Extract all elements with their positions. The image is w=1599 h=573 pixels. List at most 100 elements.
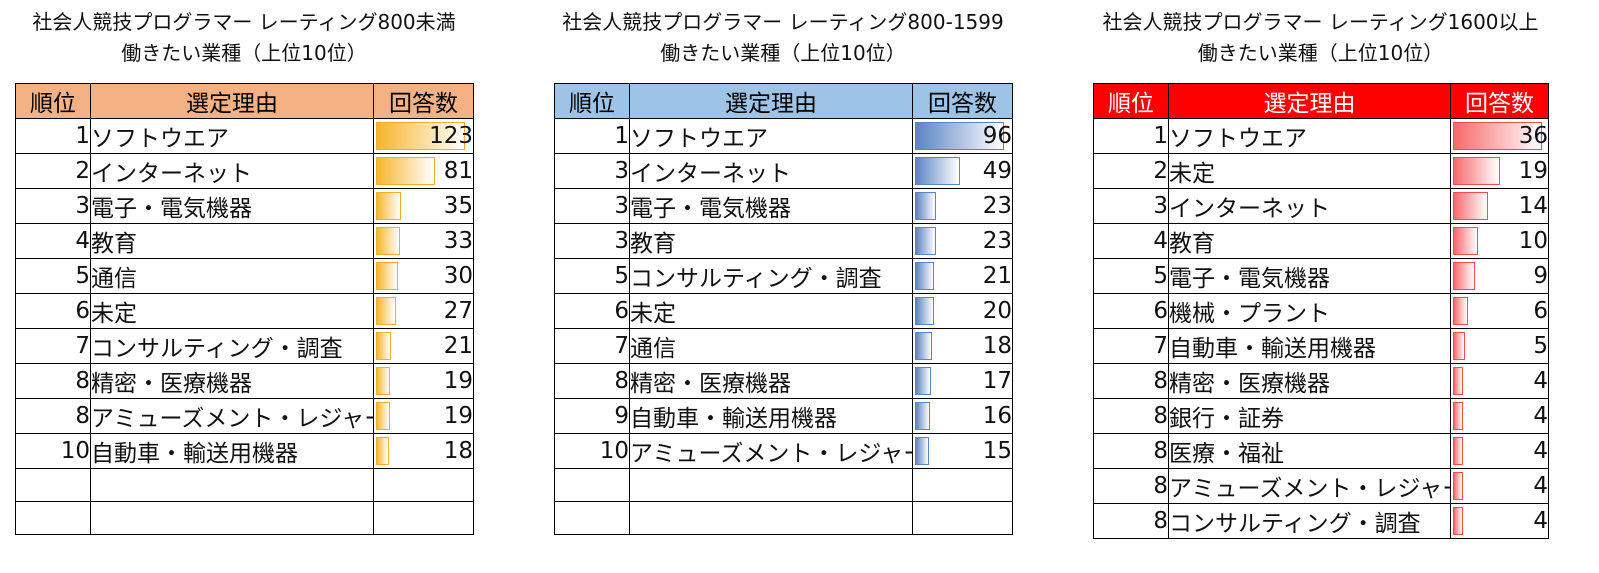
panel-title: 社会人競技プログラマー レーティング800-1599 働きたい業種（上位10位）: [554, 7, 1012, 69]
data-bar: [376, 227, 400, 255]
industry-label: 未定: [629, 293, 913, 329]
data-bar: [376, 192, 401, 220]
count-value: 123: [429, 123, 473, 149]
table-row: 10 アミューズメント・レジャー 15: [554, 433, 1013, 469]
header-reason: 選定理由: [629, 83, 913, 119]
rank-cell: 8: [1093, 398, 1169, 434]
industry-label: 通信: [629, 328, 913, 364]
count-value: 49: [982, 158, 1012, 184]
rank-cell: 4: [15, 223, 91, 259]
count-cell: 4: [1450, 363, 1549, 399]
count-value: 4: [1533, 473, 1548, 499]
header-reason: 選定理由: [90, 83, 374, 119]
count-value: 10: [1518, 228, 1548, 254]
data-bar: [1453, 297, 1468, 325]
table-row: 8 精密・医療機器 19: [15, 363, 474, 399]
count-cell: 4: [1450, 503, 1549, 539]
panel-title: 社会人競技プログラマー レーティング800未満 働きたい業種（上位10位）: [15, 7, 473, 69]
count-value: 18: [982, 333, 1012, 359]
rank-cell: 7: [554, 328, 630, 364]
count-cell: 20: [912, 293, 1013, 329]
count-value: 96: [982, 123, 1012, 149]
table-row: 8 アミューズメント・レジャー 4: [1093, 468, 1549, 504]
panel-title-line2: 働きたい業種（上位10位）: [1197, 41, 1444, 65]
table-row: 4 教育 33: [15, 223, 474, 259]
count-value: 81: [443, 158, 473, 184]
count-cell: [373, 501, 474, 535]
table-row: 3 インターネット 14: [1093, 188, 1549, 224]
industry-label: コンサルティング・調査: [1168, 503, 1451, 539]
count-cell: 81: [373, 153, 474, 189]
count-cell: 17: [912, 363, 1013, 399]
data-bar: [915, 297, 934, 325]
count-value: 4: [1533, 438, 1548, 464]
rank-cell: 10: [15, 433, 91, 469]
count-cell: [912, 501, 1013, 535]
rank-cell: 7: [1093, 328, 1169, 364]
table-row: 5 コンサルティング・調査 21: [554, 258, 1013, 294]
rank-cell: [15, 468, 91, 502]
data-bar: [1453, 332, 1465, 360]
count-value: 27: [443, 298, 473, 324]
count-value: 33: [443, 228, 473, 254]
table-row: [15, 468, 474, 502]
table-row: 1 ソフトウエア 123: [15, 118, 474, 154]
data-bar: [1453, 402, 1463, 430]
industry-label: アミューズメント・レジャー: [90, 398, 374, 434]
count-value: 4: [1533, 403, 1548, 429]
count-cell: 30: [373, 258, 474, 294]
table-row: 9 自動車・輸送用機器 16: [554, 398, 1013, 434]
table-row: 3 教育 23: [554, 223, 1013, 259]
count-cell: 4: [1450, 398, 1549, 434]
header-rank: 順位: [1093, 83, 1169, 119]
count-cell: 27: [373, 293, 474, 329]
ranking-table: 順位 選定理由 回答数 1 ソフトウエア 96 3 インターネット 49 3 電子・電気機器 2…: [554, 83, 1013, 535]
table-row: 1 ソフトウエア 36: [1093, 118, 1549, 154]
count-cell: [912, 468, 1013, 502]
industry-label: 教育: [90, 223, 374, 259]
data-bar: [376, 122, 465, 150]
count-cell: 10: [1450, 223, 1549, 259]
count-cell: 33: [373, 223, 474, 259]
rank-cell: 1: [1093, 118, 1169, 154]
industry-label: 教育: [629, 223, 913, 259]
header-count: 回答数: [912, 83, 1013, 119]
rank-cell: 5: [15, 258, 91, 294]
industry-label: 教育: [1168, 223, 1451, 259]
table-row: 8 コンサルティング・調査 4: [1093, 503, 1549, 539]
count-cell: 15: [912, 433, 1013, 469]
ranking-table: 順位 選定理由 回答数 1 ソフトウエア 123 2 インターネット 81 3 電子・電気機器…: [15, 83, 474, 535]
industry-label: 電子・電気機器: [1168, 258, 1451, 294]
data-bar: [915, 192, 936, 220]
table-row: 3 インターネット 49: [554, 153, 1013, 189]
ranking-table: 順位 選定理由 回答数 1 ソフトウエア 36 2 未定 19 3 インターネット 14 4 教育 1…: [1093, 83, 1549, 539]
table-row: 1 ソフトウエア 96: [554, 118, 1013, 154]
rank-cell: 5: [554, 258, 630, 294]
table-row: 7 コンサルティング・調査 21: [15, 328, 474, 364]
data-bar: [376, 297, 396, 325]
industry-label: 医療・福祉: [1168, 433, 1451, 469]
count-value: 9: [1533, 263, 1548, 289]
table-header-row: 順位 選定理由 回答数: [554, 83, 1013, 119]
count-value: 5: [1533, 333, 1548, 359]
table-row: 10 自動車・輸送用機器 18: [15, 433, 474, 469]
panel-rating-800-1599: 社会人競技プログラマー レーティング800-1599 働きたい業種（上位10位）…: [554, 0, 1013, 535]
data-bar: [376, 332, 391, 360]
table-row: 5 電子・電気機器 9: [1093, 258, 1549, 294]
panel-title-line2: 働きたい業種（上位10位）: [660, 41, 906, 65]
count-cell: 18: [912, 328, 1013, 364]
data-bar: [915, 332, 932, 360]
rank-cell: 8: [1093, 468, 1169, 504]
count-cell: 4: [1450, 433, 1549, 469]
data-bar: [915, 122, 1004, 150]
count-value: 30: [443, 263, 473, 289]
count-value: 14: [1518, 193, 1548, 219]
rank-cell: 9: [554, 398, 630, 434]
data-bar: [1453, 227, 1478, 255]
panel-title-line1: 社会人競技プログラマー レーティング800-1599: [562, 10, 1004, 34]
count-cell: 16: [912, 398, 1013, 434]
count-value: 19: [443, 368, 473, 394]
count-cell: 123: [373, 118, 474, 154]
panel-title: 社会人競技プログラマー レーティング1600以上 働きたい業種（上位10位）: [1093, 7, 1548, 69]
count-value: 18: [443, 438, 473, 464]
